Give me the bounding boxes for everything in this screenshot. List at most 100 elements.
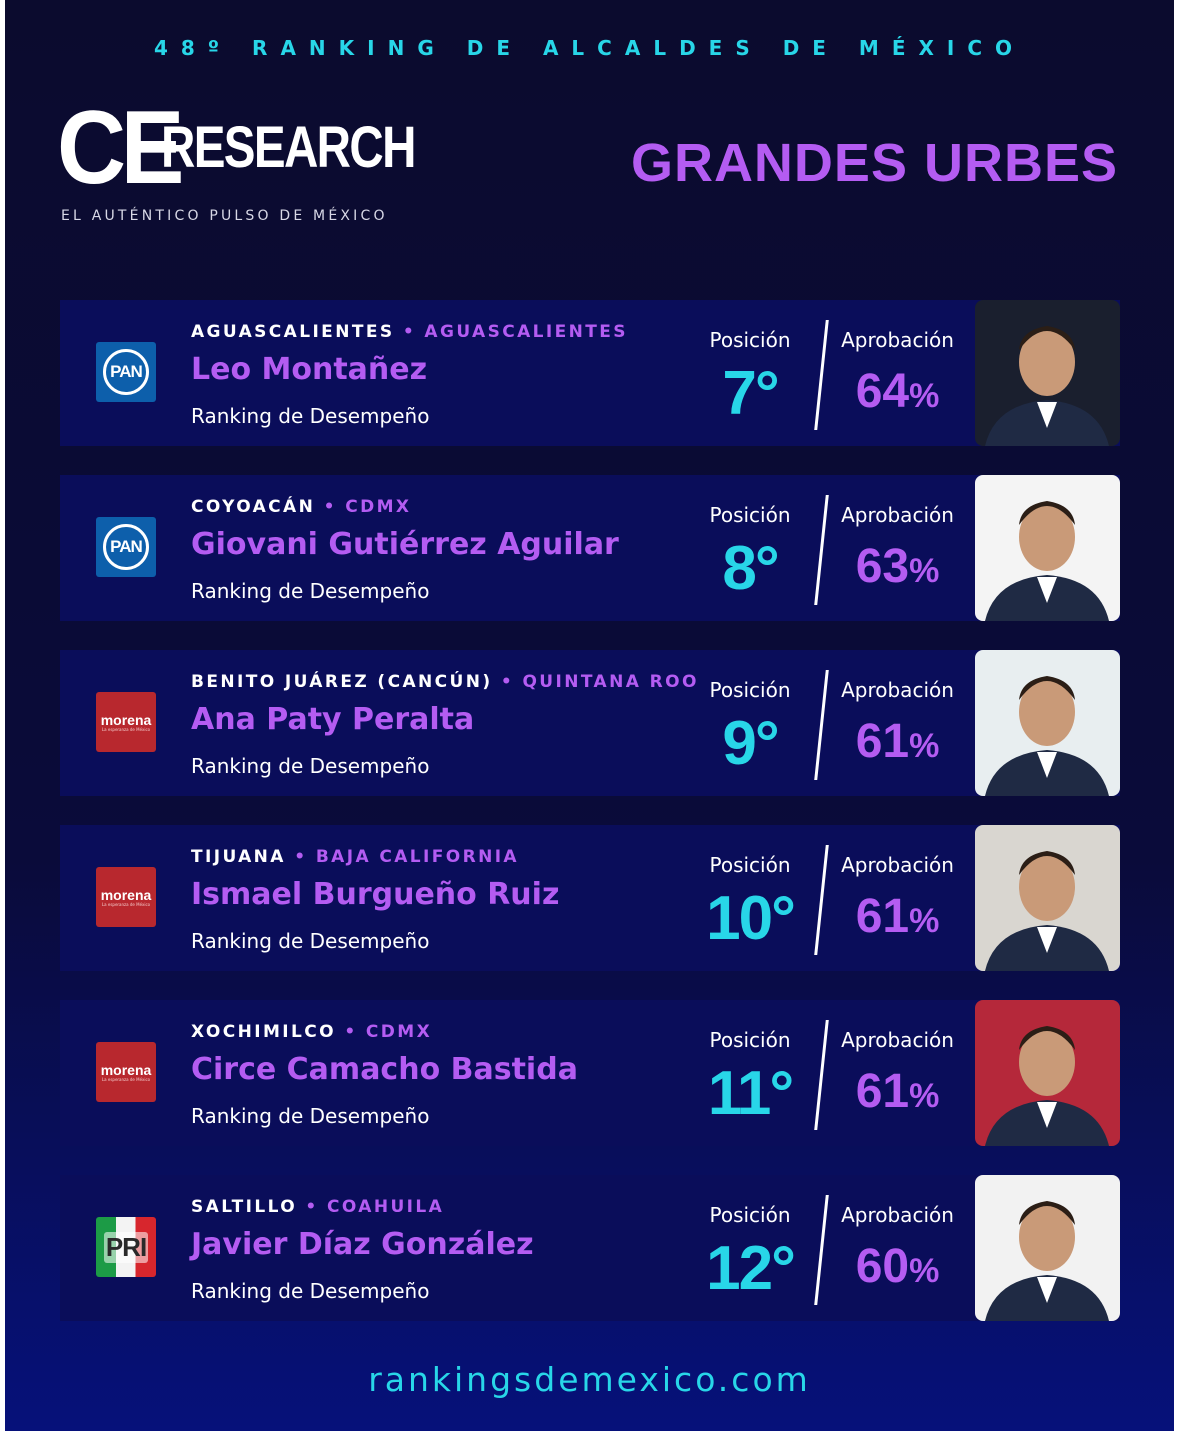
mayor-card: morena La esperanza de México XOCHIMILCO … bbox=[60, 1000, 1120, 1146]
mayor-name: Giovani Gutiérrez Aguilar bbox=[191, 527, 619, 562]
morena-logo-text: morena bbox=[100, 1061, 152, 1078]
city-name: BENITO JUÁREZ (CANCÚN) bbox=[191, 672, 493, 692]
state-name: COAHUILA bbox=[327, 1197, 445, 1217]
poster: 48º RANKING DE ALCALDES DE MÉXICO CE RES… bbox=[5, 0, 1174, 1431]
ranking-label: Ranking de Desempeño bbox=[191, 929, 430, 953]
location: AGUASCALIENTES • AGUASCALIENTES bbox=[191, 322, 628, 342]
mayor-name: Leo Montañez bbox=[191, 352, 428, 387]
city-name: AGUASCALIENTES bbox=[191, 322, 395, 342]
location-separator: • bbox=[402, 322, 417, 342]
morena-logo-text: morena bbox=[100, 711, 152, 728]
location: BENITO JUÁREZ (CANCÚN) • QUINTANA ROO bbox=[191, 672, 699, 692]
approval-value: 61% bbox=[830, 889, 965, 944]
position-value: 11° bbox=[707, 1059, 794, 1128]
location-separator: • bbox=[344, 1022, 358, 1042]
pri-party-logo: PRI bbox=[96, 1217, 156, 1277]
approval-value: 61% bbox=[830, 714, 965, 769]
ranking-label: Ranking de Desempeño bbox=[191, 754, 430, 778]
percent-sign: % bbox=[909, 902, 940, 940]
approval-number: 64 bbox=[855, 365, 910, 418]
approval-number: 60 bbox=[855, 1240, 910, 1293]
position-label: Posición bbox=[709, 503, 791, 527]
state-name: QUINTANA ROO bbox=[522, 672, 699, 692]
mayor-card: PAN AGUASCALIENTES • AGUASCALIENTES Leo … bbox=[60, 300, 1120, 446]
location: COYOACÁN • CDMX bbox=[191, 497, 411, 517]
pan-party-logo: PAN bbox=[96, 517, 156, 577]
person-silhouette-icon bbox=[985, 501, 1109, 621]
approval-number: 61 bbox=[855, 715, 910, 768]
pan-party-logo: PAN bbox=[96, 342, 156, 402]
website-url[interactable]: rankingsdemexico.com bbox=[368, 1360, 811, 1399]
logo-ce-text: CE bbox=[57, 90, 184, 206]
person-silhouette-icon bbox=[985, 1026, 1109, 1146]
mayor-card: morena La esperanza de México BENITO JUÁR… bbox=[60, 650, 1120, 796]
location-separator: • bbox=[323, 497, 337, 517]
state-name: CDMX bbox=[345, 497, 412, 517]
position-label: Posición bbox=[709, 1203, 791, 1227]
position-label: Posición bbox=[709, 853, 791, 877]
location-separator: • bbox=[305, 1197, 319, 1217]
morena-logo-text: morena bbox=[100, 886, 152, 903]
approval-value: 64% bbox=[830, 364, 965, 419]
approval-label: Aprobación bbox=[841, 678, 954, 702]
person-silhouette-icon bbox=[985, 676, 1109, 796]
ranking-label: Ranking de Desempeño bbox=[191, 404, 430, 428]
mayor-name: Circe Camacho Bastida bbox=[191, 1052, 578, 1087]
approval-label: Aprobación bbox=[841, 853, 954, 877]
mayor-photo bbox=[975, 300, 1120, 446]
morena-party-logo: morena La esperanza de México bbox=[96, 867, 156, 927]
morena-party-logo: morena La esperanza de México bbox=[96, 692, 156, 752]
location: SALTILLO • COAHUILA bbox=[191, 1197, 444, 1217]
ranking-label: Ranking de Desempeño bbox=[191, 1279, 430, 1303]
pan-logo-text: PAN bbox=[103, 524, 149, 570]
percent-sign: % bbox=[909, 727, 940, 765]
mayor-name: Ana Paty Peralta bbox=[191, 702, 475, 737]
percent-sign: % bbox=[909, 1077, 940, 1115]
position-label: Posición bbox=[709, 328, 791, 352]
pri-logo-text: PRI bbox=[103, 1231, 149, 1263]
mayor-photo bbox=[975, 650, 1120, 796]
approval-label: Aprobación bbox=[841, 503, 954, 527]
ce-research-logo: CE RESEARCH EL AUTÉNTICO PULSO DE MÉXICO bbox=[57, 90, 416, 230]
approval-label: Aprobación bbox=[841, 1028, 954, 1052]
mayor-photo bbox=[975, 825, 1120, 971]
approval-value: 61% bbox=[830, 1064, 965, 1119]
location: TIJUANA • BAJA CALIFORNIA bbox=[191, 847, 519, 867]
mayor-name: Javier Díaz González bbox=[191, 1227, 534, 1262]
approval-value: 60% bbox=[830, 1239, 965, 1294]
position-value: 8° bbox=[722, 534, 779, 603]
approval-number: 63 bbox=[855, 540, 910, 593]
city-name: XOCHIMILCO bbox=[191, 1022, 336, 1042]
person-silhouette-icon bbox=[985, 1201, 1109, 1321]
morena-logo-subtext: La esperanza de México bbox=[101, 1076, 151, 1082]
city-name: SALTILLO bbox=[191, 1197, 298, 1217]
location-separator: • bbox=[294, 847, 308, 867]
mayor-name: Ismael Burgueño Ruiz bbox=[191, 877, 560, 912]
logo-tagline: EL AUTÉNTICO PULSO DE MÉXICO bbox=[61, 208, 388, 224]
position-label: Posición bbox=[709, 1028, 791, 1052]
state-name: BAJA CALIFORNIA bbox=[315, 847, 519, 867]
mayor-card: PAN COYOACÁN • CDMX Giovani Gutiérrez Ag… bbox=[60, 475, 1120, 621]
approval-label: Aprobación bbox=[841, 328, 954, 352]
state-name: CDMX bbox=[365, 1022, 433, 1042]
city-name: TIJUANA bbox=[191, 847, 286, 867]
position-value: 9° bbox=[722, 709, 779, 778]
morena-logo-subtext: La esperanza de México bbox=[101, 901, 151, 907]
approval-value: 63% bbox=[830, 539, 965, 594]
person-silhouette-icon bbox=[985, 326, 1109, 446]
percent-sign: % bbox=[909, 1252, 940, 1290]
logo-research-text: RESEARCH bbox=[161, 115, 416, 180]
approval-number: 61 bbox=[855, 890, 910, 943]
mayor-card: morena La esperanza de México TIJUANA • B… bbox=[60, 825, 1120, 971]
ranking-label: Ranking de Desempeño bbox=[191, 579, 430, 603]
location: XOCHIMILCO • CDMX bbox=[191, 1022, 432, 1042]
pan-logo-text: PAN bbox=[103, 349, 149, 395]
mayor-card: PRI SALTILLO • COAHUILA Javier Díaz Gonz… bbox=[60, 1175, 1120, 1321]
city-name: COYOACÁN bbox=[191, 497, 316, 517]
state-name: AGUASCALIENTES bbox=[424, 322, 628, 342]
ranking-label: Ranking de Desempeño bbox=[191, 1104, 430, 1128]
position-value: 12° bbox=[706, 1234, 796, 1303]
location-separator: • bbox=[500, 672, 515, 692]
approval-number: 61 bbox=[855, 1065, 910, 1118]
morena-logo-subtext: La esperanza de México bbox=[101, 726, 151, 732]
